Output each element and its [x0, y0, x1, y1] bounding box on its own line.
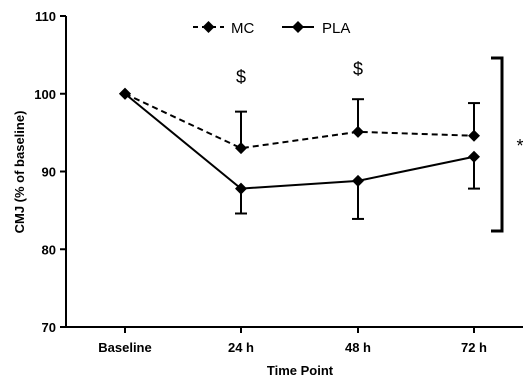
axes	[65, 16, 523, 328]
x-axis-title: Time Point	[267, 363, 334, 378]
legend-label-pla: PLA	[322, 20, 350, 37]
data-point-mc	[352, 125, 364, 138]
y-axis-title: CMJ (% of baseline)	[12, 111, 27, 234]
y-tick-label: 70	[42, 320, 56, 335]
legend-item-mc: MC	[193, 20, 254, 37]
error-bars	[235, 98, 480, 220]
legend-marker-pla	[292, 21, 304, 33]
x-tick-label: 48 h	[345, 340, 371, 355]
data-point-pla	[119, 87, 131, 100]
annotation-dollar-24h: $	[236, 67, 246, 87]
series-lines	[124, 92, 475, 190]
legend-item-pla: PLA	[282, 20, 350, 37]
legend-marker-mc	[202, 21, 215, 33]
x-tick-label: Baseline	[98, 340, 151, 355]
annotation-asterisk: *	[516, 136, 523, 156]
series-line-pla	[124, 92, 475, 190]
series-markers	[119, 87, 480, 195]
x-tick-label: 72 h	[461, 340, 487, 355]
y-ticks: 70 80 90 100 110	[34, 9, 66, 335]
data-point-pla	[468, 150, 480, 163]
data-point-pla	[235, 182, 247, 195]
significance-bracket: *	[491, 56, 523, 233]
data-point-mc	[235, 142, 247, 155]
x-tick-label: 24 h	[228, 340, 254, 355]
annotation-dollar-48h: $	[353, 59, 363, 79]
bracket-line	[491, 56, 504, 233]
legend: MC PLA	[193, 20, 350, 37]
x-ticks: Baseline 24 h 48 h 72 h	[98, 327, 487, 355]
y-tick-label: 110	[35, 9, 56, 24]
y-tick-label: 100	[34, 87, 56, 102]
data-point-mc	[468, 129, 480, 142]
y-tick-label: 80	[42, 242, 56, 257]
y-tick-label: 90	[42, 165, 56, 180]
series-line-mc	[124, 92, 475, 150]
legend-label-mc: MC	[231, 20, 254, 37]
data-point-pla	[352, 174, 364, 187]
